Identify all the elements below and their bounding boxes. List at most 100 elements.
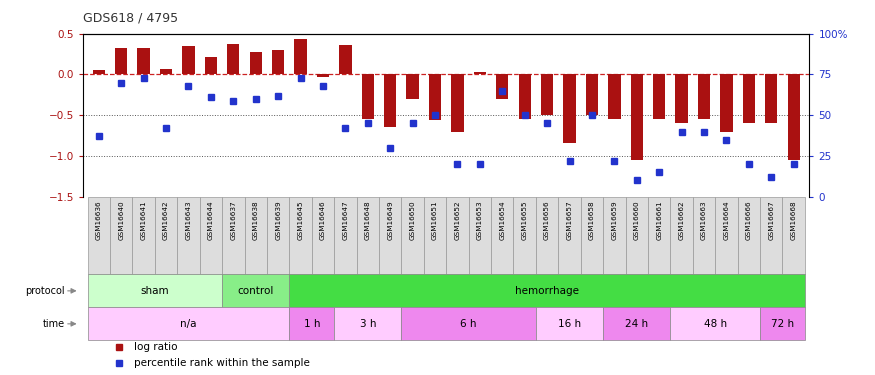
Bar (558, 197, 581, 274)
Bar (491, 197, 514, 274)
Bar (765, 75, 777, 123)
Bar (200, 197, 222, 274)
Text: log ratio: log ratio (134, 342, 178, 352)
Text: GSM16661: GSM16661 (656, 201, 662, 240)
Bar (312, 197, 334, 274)
Text: GSM16643: GSM16643 (186, 201, 192, 240)
Bar (514, 197, 536, 274)
Bar (496, 75, 508, 99)
Bar (205, 57, 217, 75)
Bar (564, 75, 576, 143)
Bar (720, 75, 732, 132)
Bar (693, 197, 715, 274)
Bar (738, 197, 760, 274)
Bar (653, 75, 665, 119)
Bar (581, 197, 603, 274)
Text: GDS618 / 4795: GDS618 / 4795 (83, 11, 178, 24)
Text: GSM16639: GSM16639 (275, 201, 281, 240)
Bar (222, 197, 244, 274)
Text: GSM16668: GSM16668 (791, 201, 796, 240)
Text: GSM16667: GSM16667 (768, 201, 774, 240)
Bar (446, 197, 469, 274)
Bar (317, 75, 329, 77)
Text: 24 h: 24 h (626, 319, 648, 329)
Bar (536, 197, 558, 274)
Text: GSM16649: GSM16649 (388, 201, 393, 240)
Text: GSM16648: GSM16648 (365, 201, 371, 240)
Text: control: control (237, 286, 274, 296)
Text: GSM16656: GSM16656 (544, 201, 550, 240)
Bar (743, 75, 755, 123)
Bar (608, 75, 620, 119)
Bar (788, 75, 800, 160)
Text: GSM16646: GSM16646 (320, 201, 326, 240)
Text: GSM16636: GSM16636 (96, 201, 102, 240)
Text: GSM16662: GSM16662 (679, 201, 684, 240)
Bar (536, 308, 603, 340)
Bar (760, 308, 805, 340)
Text: 3 h: 3 h (360, 319, 376, 329)
Text: GSM16645: GSM16645 (298, 201, 304, 240)
Text: GSM16637: GSM16637 (230, 201, 236, 240)
Text: GSM16659: GSM16659 (612, 201, 618, 240)
Bar (160, 69, 172, 75)
Bar (244, 197, 267, 274)
Bar (182, 46, 194, 75)
Bar (116, 48, 128, 75)
Bar (603, 197, 626, 274)
Bar (473, 72, 486, 75)
Text: sham: sham (141, 286, 169, 296)
Bar (402, 308, 536, 340)
Bar (294, 39, 307, 75)
Text: GSM16666: GSM16666 (746, 201, 752, 240)
Bar (585, 75, 598, 115)
Bar (698, 75, 710, 119)
Bar (110, 197, 132, 274)
Bar (379, 197, 402, 274)
Bar (88, 274, 222, 308)
Bar (715, 197, 738, 274)
Text: 1 h: 1 h (304, 319, 320, 329)
Text: protocol: protocol (25, 286, 65, 296)
Bar (429, 75, 441, 120)
Bar (290, 197, 312, 274)
Bar (402, 197, 424, 274)
Bar (272, 50, 284, 75)
Text: GSM16663: GSM16663 (701, 201, 707, 240)
Bar (469, 197, 491, 274)
Bar (290, 274, 805, 308)
Text: time: time (43, 319, 65, 329)
Text: GSM16642: GSM16642 (163, 201, 169, 240)
Bar (541, 75, 553, 115)
Bar (155, 197, 178, 274)
Bar (603, 308, 670, 340)
Text: GSM16655: GSM16655 (522, 201, 528, 240)
Bar (178, 197, 200, 274)
Bar (648, 197, 670, 274)
Bar (670, 197, 693, 274)
Bar (132, 197, 155, 274)
Bar (249, 53, 262, 75)
Text: GSM16641: GSM16641 (141, 201, 147, 240)
Text: GSM16650: GSM16650 (410, 201, 416, 240)
Bar (760, 197, 782, 274)
Text: GSM16651: GSM16651 (432, 201, 438, 240)
Text: 16 h: 16 h (558, 319, 581, 329)
Bar (340, 45, 352, 75)
Bar (228, 44, 240, 75)
Bar (88, 197, 110, 274)
Text: 72 h: 72 h (771, 319, 794, 329)
Bar (88, 308, 290, 340)
Bar (452, 75, 464, 132)
Bar (334, 197, 357, 274)
Bar (290, 308, 334, 340)
Text: n/a: n/a (180, 319, 197, 329)
Text: percentile rank within the sample: percentile rank within the sample (134, 358, 310, 368)
Text: GSM16653: GSM16653 (477, 201, 483, 240)
Text: GSM16660: GSM16660 (634, 201, 640, 240)
Text: GSM16652: GSM16652 (454, 201, 460, 240)
Text: GSM16654: GSM16654 (500, 201, 505, 240)
Text: GSM16658: GSM16658 (589, 201, 595, 240)
Text: GSM16640: GSM16640 (118, 201, 124, 240)
Text: GSM16644: GSM16644 (208, 201, 214, 240)
